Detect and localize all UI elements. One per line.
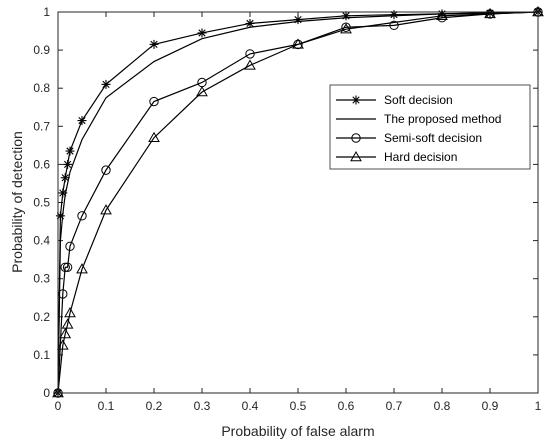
legend-label: The proposed method xyxy=(384,112,501,126)
y-tick-label: 0.1 xyxy=(33,348,50,362)
data-point-triangle xyxy=(100,204,112,215)
x-tick-label: 0 xyxy=(55,399,62,413)
data-point-asterisk xyxy=(197,28,207,38)
asterisk-stroke xyxy=(198,29,206,37)
x-tick-label: 1 xyxy=(535,399,542,413)
y-tick-label: 0 xyxy=(43,386,50,400)
y-tick-label: 0.7 xyxy=(33,119,50,133)
data-point-circle xyxy=(351,133,361,143)
data-point-triangle xyxy=(350,150,362,162)
asterisk-stroke xyxy=(150,40,158,49)
plot-frame xyxy=(57,11,539,394)
x-tick-label: 0.8 xyxy=(434,399,451,413)
legend-entry: Semi-soft decision xyxy=(336,131,482,145)
y-tick-label: 0.6 xyxy=(33,157,50,171)
data-point-circle xyxy=(60,262,70,272)
x-tick-label: 0.7 xyxy=(386,399,403,413)
data-point-triangle xyxy=(52,386,64,398)
data-point-triangle xyxy=(484,7,496,19)
asterisk-stroke xyxy=(102,80,110,89)
asterisk-stroke xyxy=(352,96,360,104)
legend-entry: The proposed method xyxy=(336,112,501,126)
series-line xyxy=(57,11,539,394)
y-tick-label: 0.3 xyxy=(33,272,50,286)
data-point-asterisk xyxy=(341,11,351,21)
data-point-asterisk xyxy=(149,39,159,49)
x-tick-label: 0.6 xyxy=(338,399,355,413)
legend-label: Hard decision xyxy=(384,150,457,164)
data-point-circle xyxy=(58,289,68,299)
y-tick-label: 1 xyxy=(43,5,50,19)
data-point-asterisk xyxy=(65,146,75,156)
plot-area xyxy=(58,12,538,393)
y-tick-label: 0.8 xyxy=(33,81,50,95)
legend-label: Semi-soft decision xyxy=(384,131,482,145)
data-point-triangle xyxy=(244,59,256,70)
data-point-asterisk xyxy=(63,159,73,169)
data-point-triangle xyxy=(340,23,352,34)
data-point-circle xyxy=(77,211,87,221)
data-point-triangle xyxy=(436,9,448,21)
legend: Soft decision The proposed method Semi-sof… xyxy=(329,84,531,170)
series-hard-decision xyxy=(52,5,544,398)
legend-entry: Soft decision xyxy=(336,93,453,107)
data-point-triangle xyxy=(59,327,72,339)
data-point-asterisk xyxy=(351,95,361,105)
data-point-circle xyxy=(341,22,351,32)
x-tick-label: 0.1 xyxy=(98,399,115,413)
data-point-circle xyxy=(101,165,111,175)
y-tick-label: 0.9 xyxy=(33,43,50,57)
data-point-circle xyxy=(245,49,255,59)
asterisk-stroke xyxy=(61,174,69,182)
y-tick-label: 0.4 xyxy=(33,234,50,248)
data-point-asterisk xyxy=(77,116,87,126)
data-point-asterisk xyxy=(245,18,255,28)
asterisk-stroke xyxy=(66,147,74,155)
x-tick-label: 0.2 xyxy=(146,399,163,413)
legend-entry: Hard decision xyxy=(336,150,457,164)
legend-box xyxy=(329,84,531,170)
legend-label: Soft decision xyxy=(384,93,453,107)
asterisk-stroke xyxy=(59,189,67,197)
data-point-asterisk xyxy=(293,15,303,25)
data-point-triangle xyxy=(292,38,304,49)
x-tick-label: 0.4 xyxy=(242,399,259,413)
x-tick-label: 0.9 xyxy=(482,399,499,413)
axis-ticks: 0 0.1 0.2 0.3 0.4 0.5 0.6 0.7 0.8 0.9 1 0 0.1 0.2 0.3 0… xyxy=(33,5,541,413)
data-point-asterisk xyxy=(101,79,111,89)
asterisk-stroke xyxy=(390,11,398,19)
y-axis-label: Probability of detection xyxy=(9,131,25,273)
data-point-triangle xyxy=(61,318,74,329)
x-tick-label: 0.3 xyxy=(194,399,211,413)
x-axis-label: Probability of false alarm xyxy=(221,423,374,439)
data-point-triangle xyxy=(56,339,69,350)
series-line xyxy=(57,11,539,394)
asterisk-stroke xyxy=(246,19,254,28)
x-tick-label: 0.5 xyxy=(290,399,307,413)
asterisk-stroke xyxy=(63,160,72,169)
data-point-circle xyxy=(65,241,75,252)
data-point-triangle xyxy=(64,306,76,318)
asterisk-stroke xyxy=(78,116,86,125)
data-point-triangle xyxy=(76,263,88,274)
data-point-circle xyxy=(389,20,399,31)
data-point-triangle xyxy=(148,131,160,142)
y-tick-label: 0.2 xyxy=(33,310,50,324)
data-point-circle xyxy=(62,262,73,272)
series-layer xyxy=(52,5,544,398)
y-tick-label: 0.5 xyxy=(33,196,50,210)
series-the-proposed-method xyxy=(57,11,539,394)
data-point-asterisk xyxy=(60,173,70,183)
data-point-circle xyxy=(149,96,159,107)
data-point-triangle xyxy=(196,86,208,97)
